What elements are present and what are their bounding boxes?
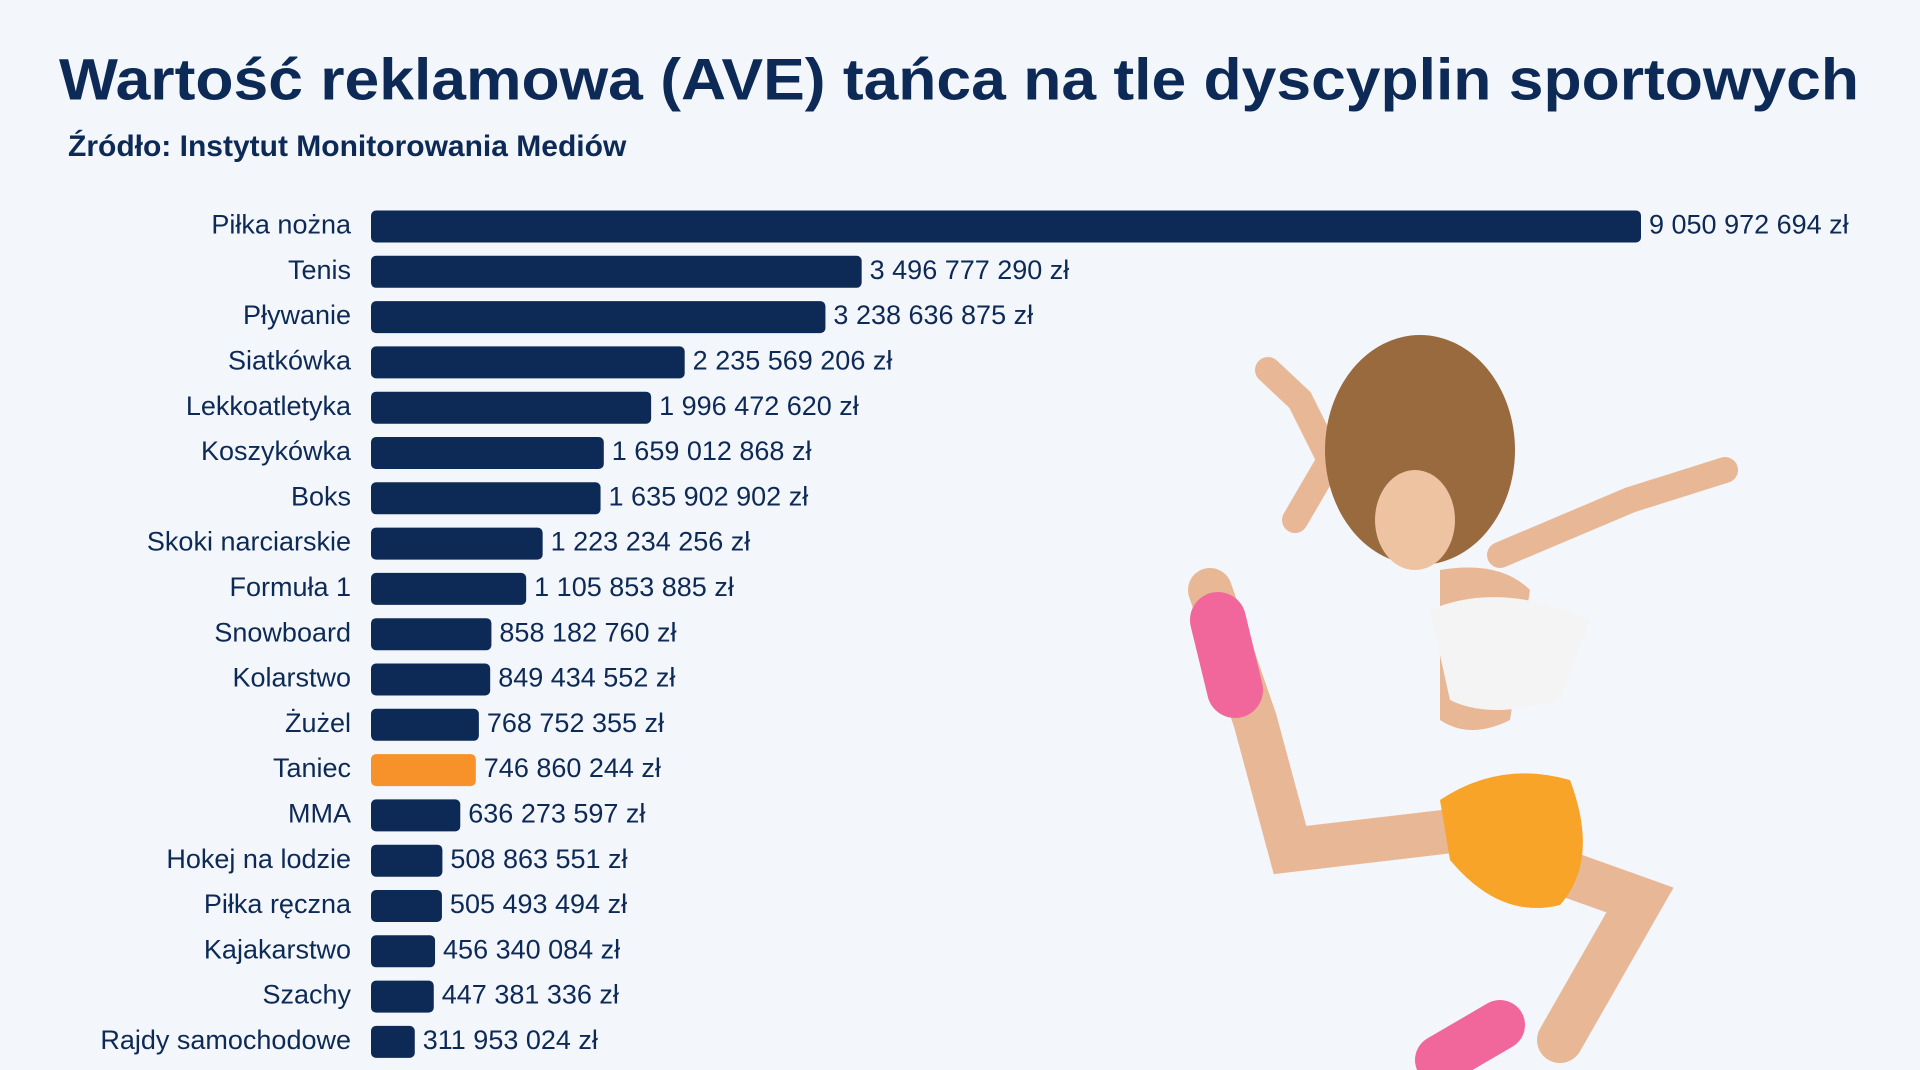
- category-label: Koszykówka: [201, 436, 352, 466]
- category-label: Snowboard: [214, 617, 351, 647]
- value-label: 447 381 336 zł: [442, 980, 619, 1010]
- value-label: 858 182 760 zł: [499, 617, 676, 647]
- bar: [371, 890, 442, 922]
- bar: [371, 663, 491, 696]
- value-label: 311 953 024 zł: [423, 1025, 598, 1055]
- bar: [371, 437, 604, 469]
- value-label: 1 105 853 885 zł: [534, 572, 734, 602]
- bar: [371, 935, 436, 968]
- category-label: Hokej na lodzie: [166, 844, 351, 874]
- category-label: Tenis: [288, 255, 351, 285]
- value-label: 9 050 972 694 zł: [1649, 210, 1849, 240]
- value-label: 849 434 552 zł: [498, 663, 675, 693]
- value-label: 505 493 494 zł: [450, 889, 627, 919]
- bar: [371, 980, 434, 1013]
- chart-subtitle: Źródło: Instytut Monitorowania Mediów: [68, 129, 627, 163]
- category-label: Kajakarstwo: [204, 934, 351, 964]
- bar: [371, 391, 652, 424]
- category-label: Piłka nożna: [211, 210, 352, 240]
- bar: [371, 210, 1641, 243]
- value-label: 508 863 551 zł: [450, 844, 627, 874]
- bar: [371, 301, 826, 334]
- bar: [371, 754, 476, 787]
- category-label: Kolarstwo: [232, 663, 351, 693]
- bar: [371, 618, 492, 651]
- leg-warmer: [1190, 592, 1263, 718]
- value-label: 1 659 012 868 zł: [612, 436, 812, 466]
- chart-title: Wartość reklamowa (AVE) tańca na tle dys…: [59, 47, 1859, 112]
- bar: [371, 255, 862, 288]
- dancer-head: [1375, 470, 1455, 570]
- category-label: Boks: [291, 481, 351, 511]
- dancer-shorts: [1440, 773, 1583, 908]
- value-label: 1 996 472 620 zł: [659, 391, 859, 421]
- category-label: Formuła 1: [229, 572, 351, 602]
- bar: [371, 1025, 415, 1058]
- value-label: 3 238 636 875 zł: [833, 300, 1033, 330]
- dancer-hair: [1325, 335, 1515, 565]
- category-label: Skoki narciarskie: [147, 527, 351, 557]
- value-label: 456 340 084 zł: [443, 934, 620, 964]
- value-label: 1 223 234 256 zł: [551, 527, 751, 557]
- category-label: Pływanie: [243, 300, 351, 330]
- value-label: 3 496 777 290 zł: [870, 255, 1070, 285]
- dancer-arm: [1487, 457, 1738, 568]
- bar: [371, 572, 527, 605]
- bar: [371, 708, 479, 741]
- dancer-top: [1430, 597, 1590, 710]
- category-label: Taniec: [273, 753, 351, 783]
- bar: [371, 482, 601, 515]
- bar: [371, 346, 685, 379]
- bar: [371, 844, 443, 877]
- category-label: Rajdy samochodowe: [100, 1025, 351, 1055]
- category-label: Piłka ręczna: [204, 889, 352, 919]
- value-label: 768 752 355 zł: [487, 708, 664, 738]
- category-label: MMA: [288, 799, 351, 829]
- category-label: Siatkówka: [228, 346, 352, 376]
- bar: [371, 799, 461, 832]
- leg-warmer: [1415, 1000, 1525, 1070]
- category-label: Szachy: [262, 980, 351, 1010]
- value-label: 746 860 244 zł: [484, 753, 661, 783]
- value-label: 636 273 597 zł: [468, 799, 645, 829]
- dancer-arm: [1255, 357, 1345, 533]
- bar: [371, 527, 543, 560]
- dancer-illustration: [1188, 335, 1738, 1070]
- category-label: Lekkoatletyka: [186, 391, 352, 421]
- value-label: 1 635 902 902 zł: [609, 481, 809, 511]
- value-label: 2 235 569 206 zł: [693, 346, 893, 376]
- category-label: Żużel: [285, 707, 351, 738]
